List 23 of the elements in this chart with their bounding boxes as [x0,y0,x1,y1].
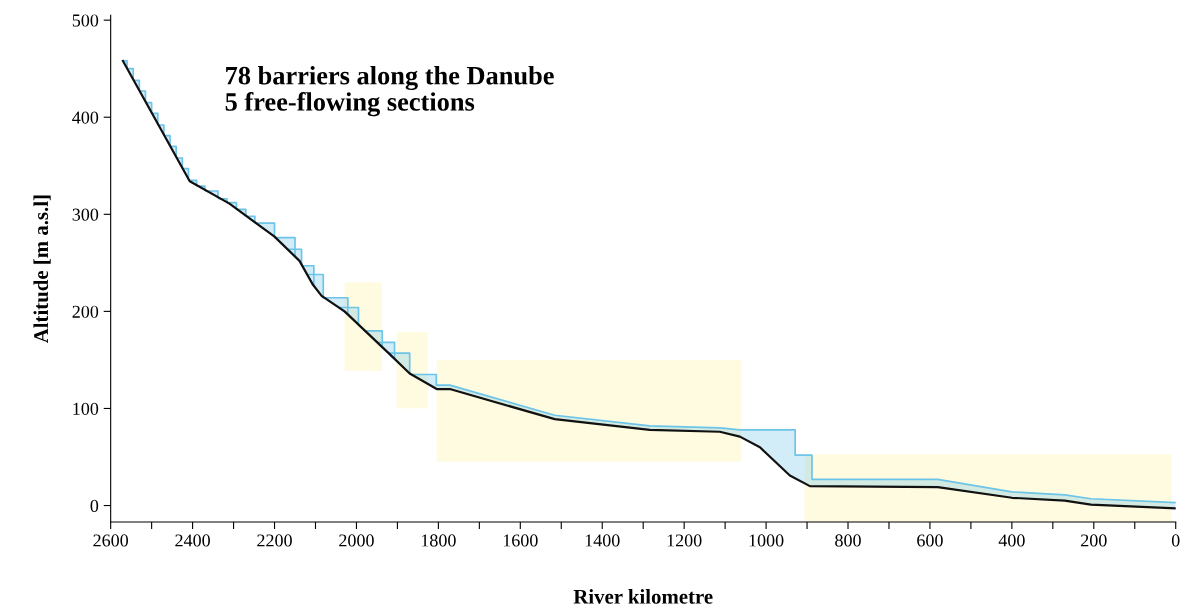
x-axis-title: River kilometre [573,589,713,604]
annotation: 78 barriers along the Danube 5 free-flowing sections [225,65,554,117]
x-tick-label: 200 [1081,534,1107,547]
x-tick-label: 0 [1171,534,1180,547]
x-tick-label: 2000 [339,534,374,547]
x-tick-label: 1400 [585,534,620,547]
x-tick-label: 800 [835,534,861,547]
x-tick-label: 2200 [257,534,292,547]
y-tick-label: 0 [90,499,99,512]
x-tick-label: 1000 [749,534,784,547]
x-tick-label: 1600 [503,534,538,547]
x-tick-label: 2600 [93,534,129,547]
x-tick-label: 2400 [175,534,210,547]
x-tick-label: 400 [998,534,1025,547]
y-tick-label: 300 [72,208,99,221]
y-tick-label: 400 [72,111,99,124]
x-tick-label: 1200 [667,534,702,547]
y-tick-label: 100 [73,402,99,415]
x-tick-label: 600 [917,534,943,547]
y-tick-label: 200 [72,305,99,318]
x-tick-label: 1800 [421,534,456,547]
y-tick-label: 500 [72,14,99,27]
y-axis-title: Altitude [m a.s.l] [33,195,51,344]
